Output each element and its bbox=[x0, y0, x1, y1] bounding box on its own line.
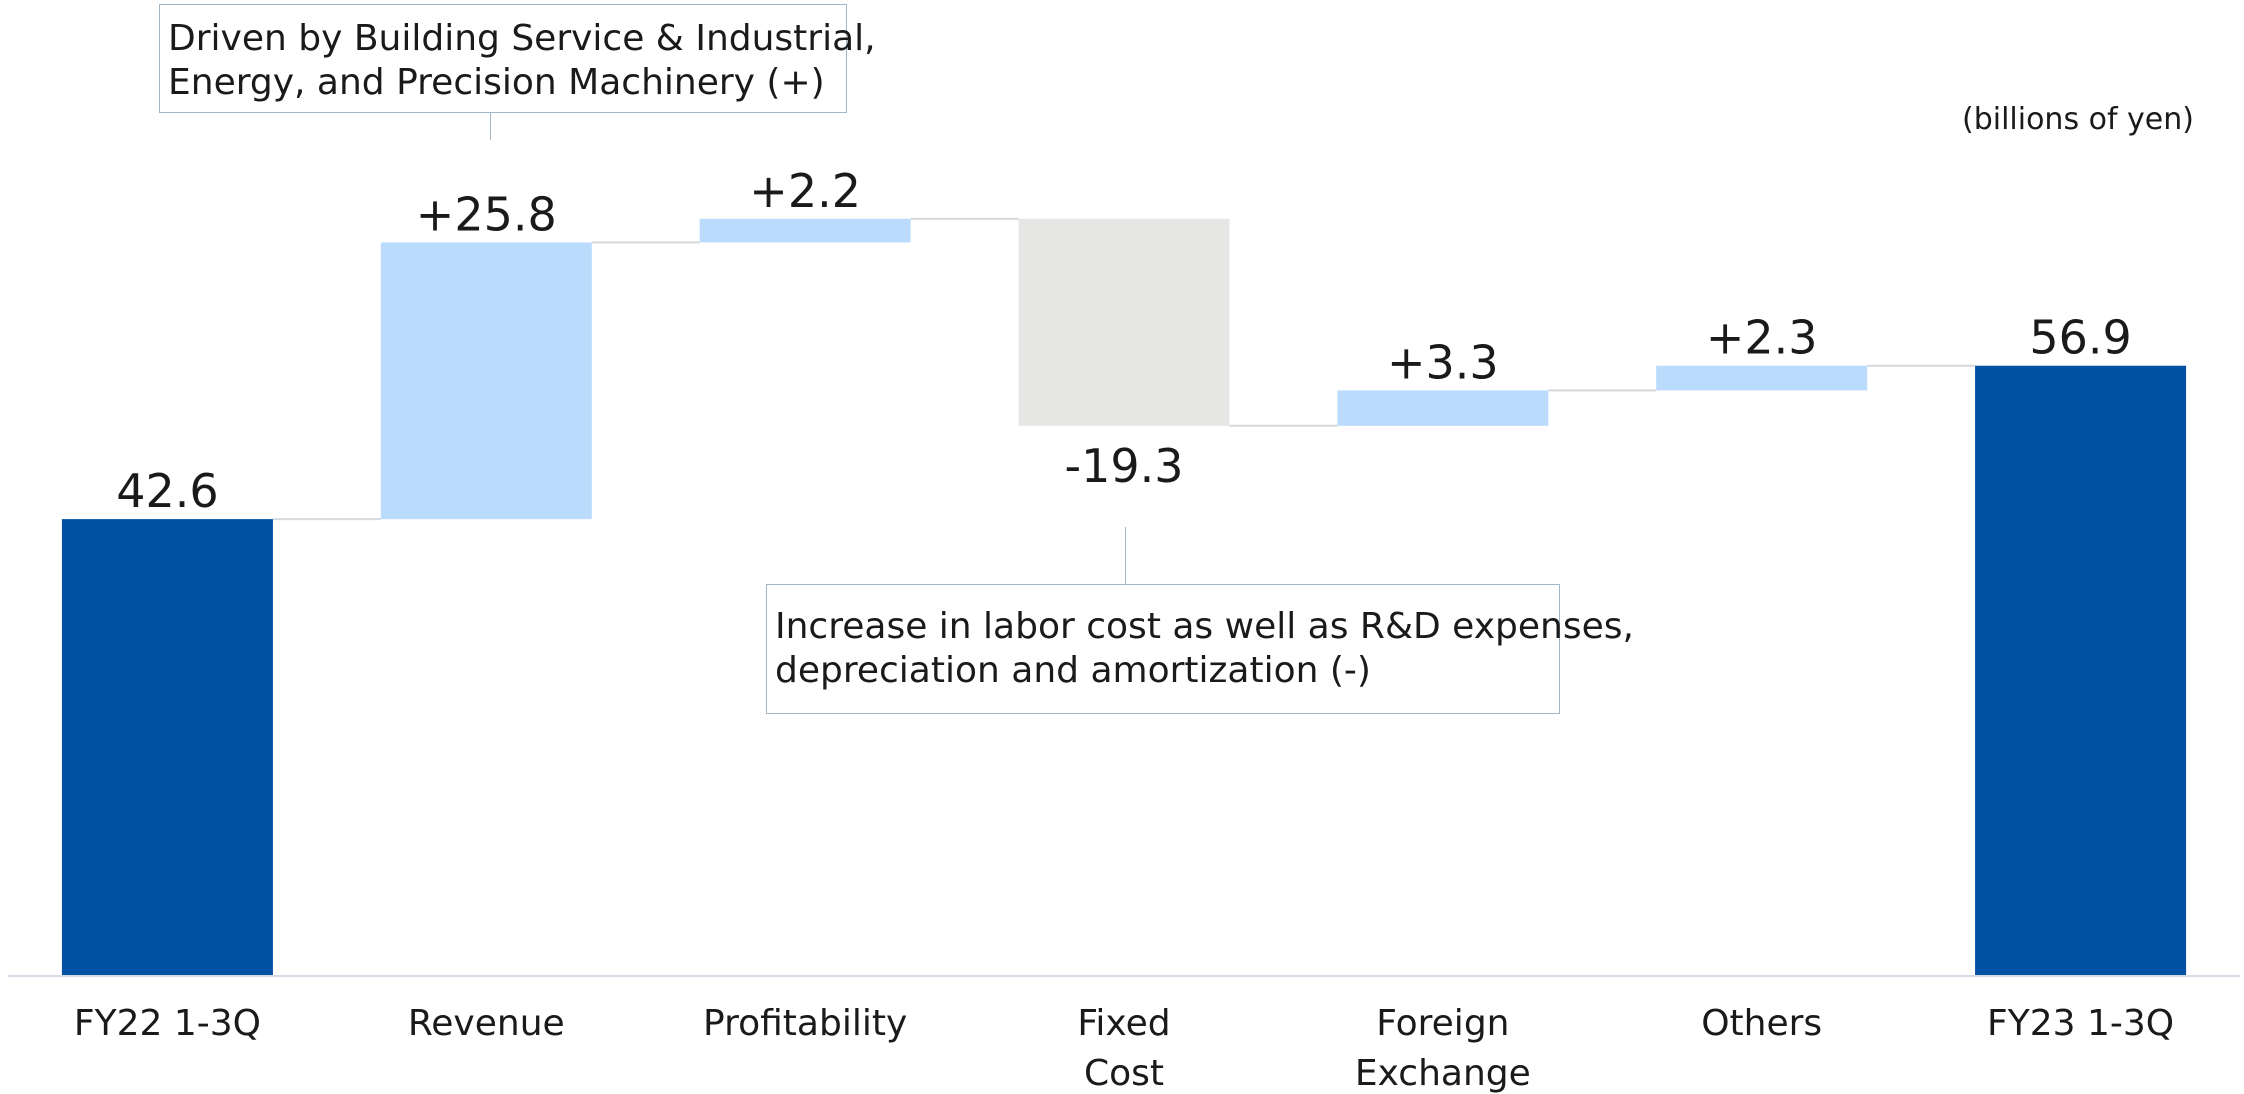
unit-label: (billions of yen) bbox=[1961, 102, 2194, 137]
value-label: +3.3 bbox=[1387, 335, 1499, 389]
annotation-line: depreciation and amortization (-) bbox=[775, 650, 1371, 691]
category-labels: FY22 1-3Q Revenue Profitability Fixed Cost Fo… bbox=[74, 1003, 2174, 1094]
increase-bar bbox=[699, 218, 911, 243]
category-label: Others bbox=[1701, 1003, 1822, 1044]
fixed-cost-note-leader bbox=[1125, 527, 1126, 584]
annotation-line: Driven by Building Service & Industrial, bbox=[168, 18, 876, 59]
category-label: Fixed Cost bbox=[1077, 1003, 1170, 1094]
fixed-cost-annotation: Increase in labor cost as well as R&D ex… bbox=[766, 584, 1634, 714]
revenue-note-leader bbox=[490, 113, 491, 140]
increase-bar bbox=[1337, 390, 1549, 426]
value-label: -19.3 bbox=[1064, 439, 1183, 493]
value-label: +2.3 bbox=[1706, 311, 1818, 365]
value-labels: 42.6 +25.8 +2.2 -19.3 +3.3 +2.3 56.9 bbox=[116, 164, 2132, 518]
total-bar bbox=[61, 519, 273, 976]
annotation-line: Energy, and Precision Machinery (+) bbox=[168, 62, 825, 103]
category-label: Foreign Exchange bbox=[1355, 1003, 1531, 1094]
category-label: FY22 1-3Q bbox=[74, 1003, 261, 1044]
bars bbox=[61, 218, 2187, 976]
revenue-annotation: Driven by Building Service & Industrial,… bbox=[159, 4, 876, 113]
category-label: FY23 1-3Q bbox=[1987, 1003, 2174, 1044]
value-label: +2.2 bbox=[749, 164, 861, 218]
increase-bar bbox=[380, 242, 592, 520]
total-bar bbox=[1975, 365, 2187, 976]
value-label: +25.8 bbox=[416, 187, 557, 241]
increase-bar bbox=[1656, 365, 1868, 391]
value-label: 56.9 bbox=[2029, 311, 2131, 365]
connector-lines bbox=[272, 217, 1976, 521]
annotation-line: Increase in labor cost as well as R&D ex… bbox=[775, 606, 1634, 647]
category-label: Revenue bbox=[408, 1003, 565, 1044]
value-label: 42.6 bbox=[116, 464, 218, 518]
decrease-bar bbox=[1018, 218, 1230, 426]
category-label: Profitability bbox=[703, 1003, 907, 1044]
